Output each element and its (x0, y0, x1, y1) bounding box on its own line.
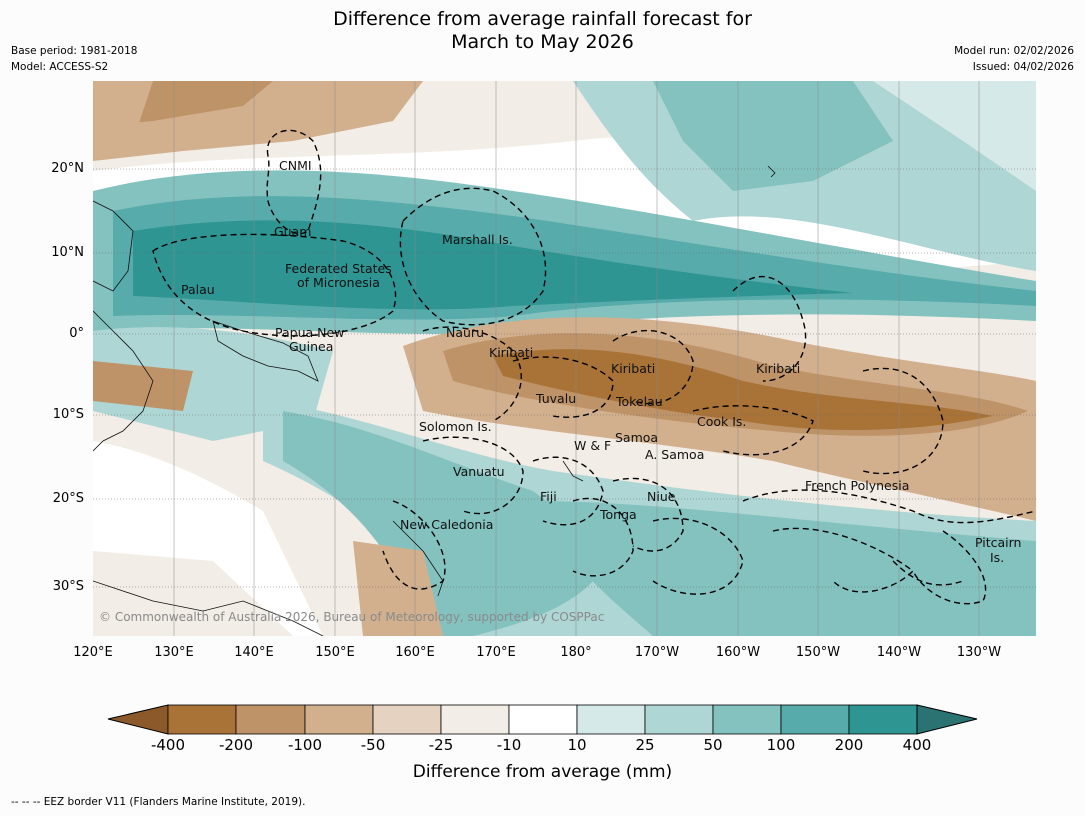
colorbar-swatch-9 (712, 704, 782, 735)
coastlines (93, 165, 776, 636)
label-kiribati-central: Kiribati (611, 361, 655, 376)
label-wallis-futuna: W & F (574, 438, 611, 453)
lat-label-10s: 10°S (52, 407, 84, 422)
label-tonga: Tonga (599, 507, 637, 522)
label-pitcairn-line2: Is. (990, 550, 1004, 565)
colorbar-swatch-1 (167, 704, 237, 735)
label-vanuatu: Vanuatu (453, 464, 505, 479)
colorbar-swatch-2 (235, 704, 306, 735)
lat-label-20s: 20°S (52, 491, 84, 506)
colorbar-label: 10 (567, 736, 587, 754)
label-fsm-line2: of Micronesia (297, 275, 380, 290)
label-nauru: Nauru (446, 325, 484, 340)
colorbar-swatch-6 (508, 704, 578, 735)
label-cnmi: CNMI (279, 158, 312, 173)
label-kiribati-east: Kiribati (756, 361, 800, 376)
colorbar-title: Difference from average (mm) (412, 762, 673, 782)
label-samoa: Samoa (615, 430, 658, 445)
colorbar-label: -400 (150, 736, 186, 754)
colorbar-label: 25 (635, 736, 655, 754)
colorbar-label: 200 (834, 736, 864, 754)
label-marshall-islands: Marshall Is. (442, 232, 513, 247)
label-png-line2: Guinea (289, 339, 333, 354)
label-cook-islands: Cook Is. (697, 414, 746, 429)
lat-label-20n: 20°N (51, 161, 84, 176)
label-tokelau: Tokelau (615, 394, 663, 409)
colorbar-high-extend (916, 704, 978, 735)
colorbar-label: -25 (428, 736, 454, 754)
label-niue: Niue (647, 489, 676, 504)
colorbar-swatch-3 (304, 704, 374, 735)
label-png-line1: Papua New (275, 325, 344, 340)
longitude-gridlines (173, 81, 980, 636)
colorbar-label: 50 (703, 736, 723, 754)
lat-label-10n: 10°N (51, 245, 84, 260)
lon-label-160e: 160°E (395, 645, 435, 660)
model-run: Model run: 02/02/2026 (954, 45, 1074, 57)
lat-label-equator: 0° (69, 326, 84, 341)
colorbar-label: 100 (766, 736, 796, 754)
model-name: Model: ACCESS-S2 (11, 61, 109, 73)
label-new-caledonia: New Caledonia (400, 517, 493, 532)
colorbar-label: -100 (287, 736, 323, 754)
colorbar-label: -10 (496, 736, 522, 754)
label-american-samoa: A. Samoa (645, 447, 704, 462)
issued-date: Issued: 04/02/2026 (972, 61, 1074, 73)
lon-label-150w: 150°W (795, 645, 841, 660)
eez-borders (152, 129, 1036, 605)
colorbar-label: -200 (218, 736, 254, 754)
lon-label-130e: 130°E (154, 645, 194, 660)
lon-label-130w: 130°W (956, 645, 1002, 660)
colorbar-swatch-4 (372, 704, 442, 735)
lon-label-140e: 140°E (234, 645, 274, 660)
lon-label-160w: 160°W (715, 645, 761, 660)
lon-label-120e: 120°E (73, 645, 113, 660)
eez-footnote: -- -- -- EEZ border V11 (Flanders Marine… (11, 796, 306, 808)
colorbar-swatch-11 (848, 704, 918, 735)
rainfall-map: CNMI Guam Marshall Is. Federated States … (93, 81, 1036, 636)
label-pitcairn-line1: Pitcairn (975, 535, 1021, 550)
lon-label-170w: 170°W (634, 645, 680, 660)
label-fsm-line1: Federated States (285, 261, 392, 276)
label-tuvalu: Tuvalu (535, 391, 576, 406)
base-period: Base period: 1981-2018 (11, 45, 138, 57)
lon-label-180: 180° (560, 645, 592, 660)
chart-title-line1: Difference from average rainfall forecas… (333, 8, 752, 30)
meta-right: Model run: 02/02/2026 Issued: 04/02/2026 (954, 43, 1074, 75)
chart-title-line2: March to May 2026 (451, 31, 634, 53)
label-french-polynesia: French Polynesia (805, 478, 909, 493)
copyright-notice: © Commonwealth of Australia 2026, Bureau… (99, 610, 604, 624)
label-kiribati-west: Kiribati (489, 345, 533, 360)
colorbar-swatch-10 (780, 704, 850, 735)
colorbar-swatch-5 (440, 704, 510, 735)
label-solomon-islands: Solomon Is. (419, 419, 492, 434)
label-guam: Guam (274, 224, 311, 239)
colorbar-swatch-8 (644, 704, 714, 735)
colorbar (107, 704, 978, 735)
label-palau: Palau (181, 282, 215, 297)
lon-label-150e: 150°E (315, 645, 355, 660)
latitude-gridlines (93, 168, 1036, 588)
label-fiji: Fiji (540, 489, 557, 504)
lon-label-140w: 140°W (876, 645, 922, 660)
colorbar-label: -50 (360, 736, 386, 754)
lat-label-30s: 30°S (52, 579, 84, 594)
region-labels: CNMI Guam Marshall Is. Federated States … (181, 158, 1021, 565)
lon-label-170e: 170°E (476, 645, 516, 660)
colorbar-swatch-7 (576, 704, 646, 735)
meta-left: Base period: 1981-2018 Model: ACCESS-S2 (11, 43, 137, 75)
colorbar-label: 400 (902, 736, 932, 754)
colorbar-low-extend (107, 704, 169, 735)
